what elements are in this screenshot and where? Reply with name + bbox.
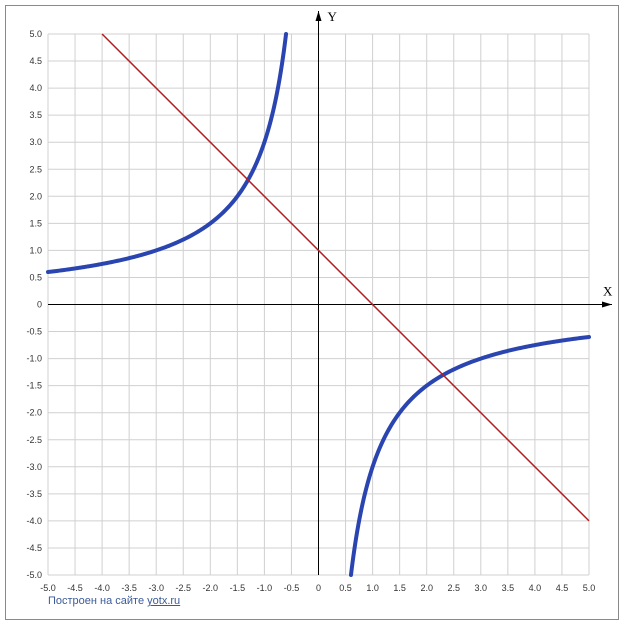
y-axis-label: Y [328, 9, 338, 24]
x-axis-label: X [603, 284, 613, 299]
y-tick-label: 4.5 [29, 56, 42, 66]
y-tick-label: 3.5 [29, 110, 42, 120]
y-tick-label: 5.0 [29, 29, 42, 39]
x-tick-label: -3.5 [121, 583, 137, 593]
x-tick-label: 0 [316, 583, 321, 593]
y-tick-label: -4.0 [26, 516, 42, 526]
hyperbola-right-branch [348, 334, 591, 577]
y-tick-label: 3.0 [29, 137, 42, 147]
x-tick-label: -5.0 [40, 583, 56, 593]
x-tick-label: 2.0 [420, 583, 433, 593]
x-tick-label: 1.5 [393, 583, 406, 593]
x-tick-label: 1.0 [366, 583, 379, 593]
x-tick-label: 2.5 [447, 583, 460, 593]
y-tick-label: 0 [37, 300, 42, 310]
x-tick-label: -3.0 [148, 583, 164, 593]
x-tick-label: 3.0 [475, 583, 488, 593]
y-tick-label: -2.5 [26, 435, 42, 445]
y-tick-label: -1.0 [26, 354, 42, 364]
hyperbola-left-branch [46, 32, 289, 275]
y-tick-label: 2.5 [29, 164, 42, 174]
y-tick-label: 1.5 [29, 218, 42, 228]
x-tick-label: 4.5 [556, 583, 569, 593]
x-tick-label: -1.5 [230, 583, 246, 593]
y-axis-arrow [315, 11, 322, 21]
line-series [101, 33, 590, 522]
x-tick-label: 0.5 [339, 583, 352, 593]
x-tick-label: -4.5 [67, 583, 83, 593]
footer-link[interactable]: yotx.ru [147, 595, 181, 607]
y-tick-label: -1.5 [26, 381, 42, 391]
y-tick-label: 2.0 [29, 191, 42, 201]
x-tick-label: -2.0 [203, 583, 219, 593]
y-tick-label: -4.5 [26, 543, 42, 553]
footer-credit: Построен на сайте yotx.ru [48, 595, 180, 607]
y-tick-label: -2.0 [26, 408, 42, 418]
y-tick-label: 0.5 [29, 272, 42, 282]
y-tick-label: 1.0 [29, 245, 42, 255]
x-tick-label: -4.0 [94, 583, 110, 593]
x-tick-label: 3.5 [502, 583, 515, 593]
chart-frame [5, 5, 619, 620]
y-tick-label: -5.0 [26, 570, 42, 580]
x-axis-arrow [602, 301, 612, 308]
x-tick-label: -0.5 [284, 583, 300, 593]
y-tick-label: 4.0 [29, 83, 42, 93]
x-tick-label: -2.5 [175, 583, 191, 593]
footer-text: Построен на сайте [48, 595, 148, 607]
y-tick-label: -0.5 [26, 327, 42, 337]
x-tick-label: 4.0 [529, 583, 542, 593]
y-tick-label: -3.0 [26, 462, 42, 472]
x-tick-label: 5.0 [583, 583, 596, 593]
x-tick-label: -1.0 [257, 583, 273, 593]
y-tick-label: -3.5 [26, 489, 42, 499]
